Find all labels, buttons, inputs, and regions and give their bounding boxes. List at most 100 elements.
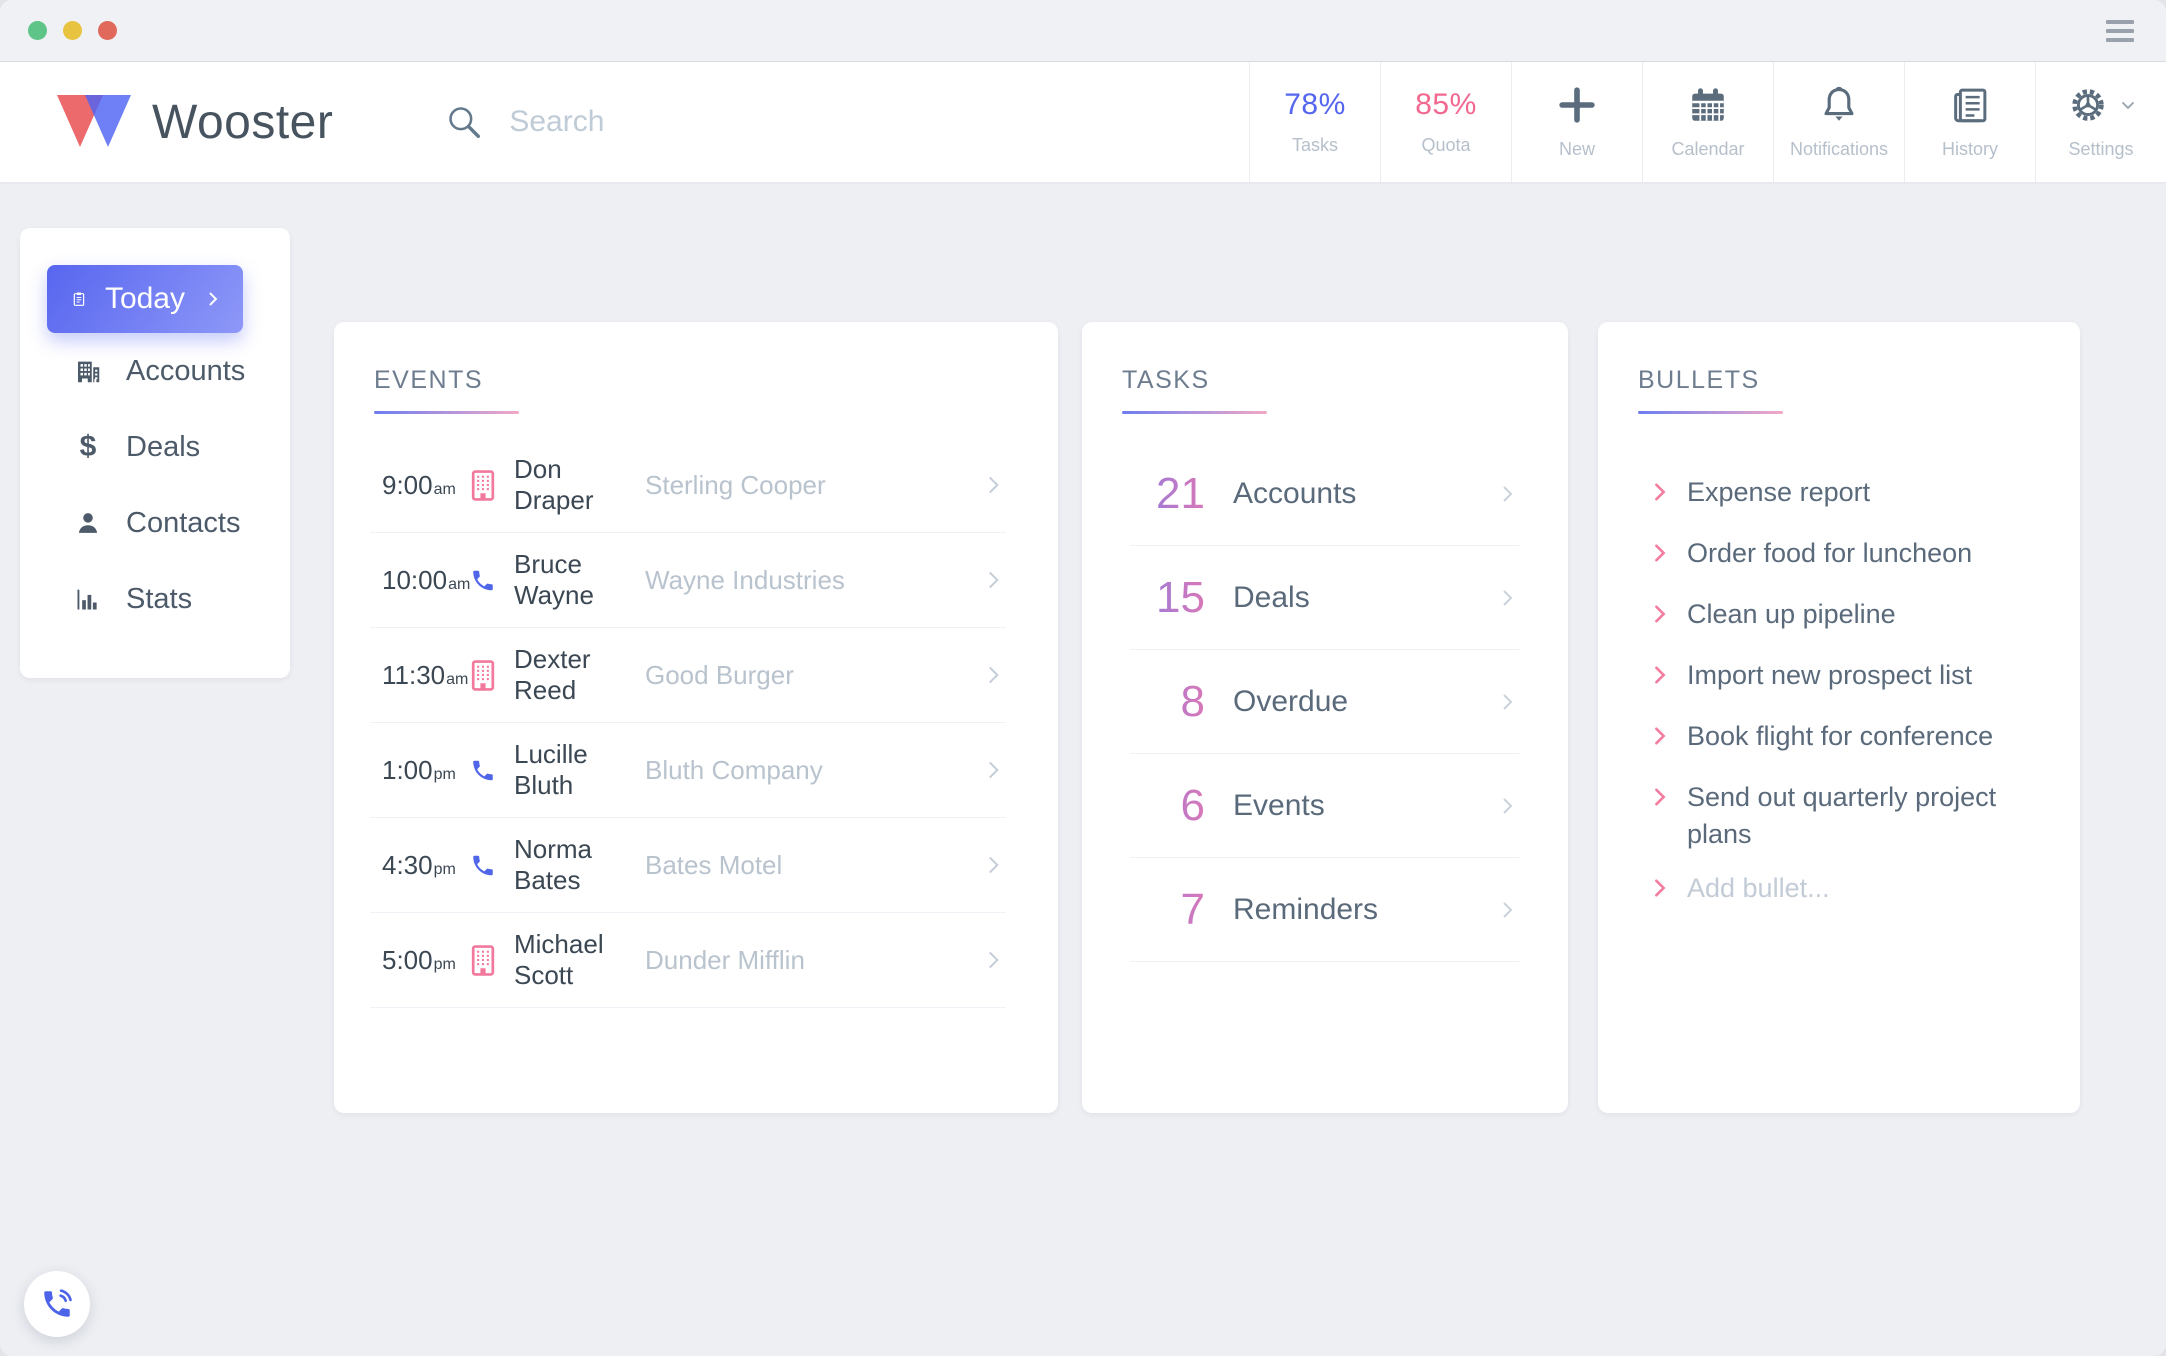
plus-icon: [1556, 84, 1598, 126]
sidebar-item-stats[interactable]: Stats: [20, 561, 290, 637]
event-row[interactable]: 1:00pm: [370, 723, 1006, 818]
task-row[interactable]: 8 Overdue: [1130, 650, 1519, 754]
calendar-button[interactable]: Calendar: [1642, 62, 1773, 182]
sidebar-item-label: Today: [104, 282, 185, 315]
sidebar-item-label: Contacts: [126, 506, 241, 539]
task-count: 15: [1130, 573, 1205, 623]
event-contact-name: Don Draper: [514, 454, 594, 515]
sidebar-item-label: Deals: [126, 430, 201, 463]
notifications-button[interactable]: Notifications: [1773, 62, 1904, 182]
event-row[interactable]: 9:00am: [370, 438, 1006, 533]
stat-tasks: 78% Tasks: [1249, 62, 1380, 182]
sidebar-item-accounts[interactable]: Accounts: [20, 333, 290, 409]
sidebar-item-label: Stats: [126, 582, 193, 615]
building-icon: [72, 356, 104, 386]
event-contact-name: Norma Bates: [514, 834, 593, 895]
chevron-right-icon[interactable]: [980, 567, 1006, 593]
event-row[interactable]: 4:30pm: [370, 818, 1006, 913]
search-input[interactable]: [509, 105, 940, 139]
bullet-chevron-icon: [1652, 663, 1668, 687]
building-icon: [470, 469, 496, 501]
bell-icon: [1818, 84, 1860, 126]
event-contact-name: Bruce Wayne: [514, 549, 594, 610]
chevron-right-icon[interactable]: [1495, 482, 1519, 506]
task-label: Overdue: [1233, 684, 1349, 718]
sidebar-item-contacts[interactable]: Contacts: [20, 485, 290, 561]
building-icon: [470, 944, 496, 976]
window-control-red[interactable]: [98, 21, 117, 40]
event-row[interactable]: 10:00am: [370, 533, 1006, 628]
chevron-right-icon[interactable]: [1495, 898, 1519, 922]
task-count: 6: [1130, 781, 1205, 831]
bullet-text: Order food for luncheon: [1687, 538, 1973, 568]
task-count: 8: [1130, 677, 1205, 727]
task-row[interactable]: 21 Accounts: [1130, 442, 1519, 546]
bullet-text: Import new prospect list: [1687, 660, 1973, 690]
gear-icon: [2065, 84, 2111, 126]
chevron-right-icon[interactable]: [980, 852, 1006, 878]
person-icon: [72, 509, 104, 537]
chevron-right-icon[interactable]: [980, 947, 1006, 973]
event-contact-name: Lucille Bluth: [514, 739, 588, 800]
events-title: EVENTS: [374, 366, 484, 394]
task-row[interactable]: 7 Reminders: [1130, 858, 1519, 962]
chevron-right-icon[interactable]: [1495, 690, 1519, 714]
chevron-right-icon[interactable]: [1495, 586, 1519, 610]
bullets-list: Expense report Order food for luncheon C…: [1638, 474, 2048, 914]
event-time: 1:00pm: [382, 754, 456, 785]
phone-icon: [470, 852, 496, 879]
bullet-text: Clean up pipeline: [1687, 599, 1896, 629]
task-label: Accounts: [1233, 476, 1357, 510]
calendar-icon: [1687, 84, 1729, 126]
header-cells: 78% Tasks 85% Quota New: [1249, 62, 2166, 182]
history-button[interactable]: History: [1904, 62, 2035, 182]
tasks-title: TASKS: [1122, 366, 1210, 394]
bullet-item[interactable]: Clean up pipeline: [1638, 596, 2048, 640]
task-row[interactable]: 15 Deals: [1130, 546, 1519, 650]
bar-chart-icon: [72, 585, 104, 613]
event-row[interactable]: 11:30am: [370, 628, 1006, 723]
bullet-chevron-icon: [1652, 724, 1668, 748]
chevron-right-icon[interactable]: [1495, 794, 1519, 818]
building-icon: [470, 659, 496, 691]
bullet-item[interactable]: Expense report: [1638, 474, 2048, 518]
bullet-item[interactable]: Book flight for conference: [1638, 718, 2048, 762]
events-underline: [374, 411, 519, 414]
task-label: Events: [1233, 788, 1325, 822]
search: [445, 62, 940, 182]
window-control-yellow[interactable]: [63, 21, 82, 40]
hamburger-menu-icon[interactable]: [2106, 19, 2134, 42]
new-button[interactable]: New: [1511, 62, 1642, 182]
bullet-text: Send out quarterly project plans: [1687, 782, 1997, 849]
events-list: 9:00am: [370, 438, 1006, 1008]
sidebar-item-deals[interactable]: $ Deals: [20, 409, 290, 485]
brand: Wooster: [0, 62, 333, 182]
call-fab-button[interactable]: [24, 1271, 90, 1337]
bullet-item[interactable]: Add bullet...: [1638, 870, 2048, 914]
bullet-chevron-icon: [1652, 480, 1668, 504]
event-row[interactable]: 5:00pm: [370, 913, 1006, 1008]
chevron-right-icon[interactable]: [980, 662, 1006, 688]
task-count: 7: [1130, 885, 1205, 935]
bullet-item[interactable]: Order food for luncheon: [1638, 535, 2048, 579]
bullet-item[interactable]: Import new prospect list: [1638, 657, 2048, 701]
wooster-logo-icon: [57, 95, 131, 147]
window-control-green[interactable]: [28, 21, 47, 40]
settings-button[interactable]: Settings: [2035, 62, 2166, 182]
chevron-right-icon[interactable]: [980, 757, 1006, 783]
phone-icon: [470, 567, 496, 594]
sidebar-item-today[interactable]: Today: [47, 265, 243, 333]
event-company: Good Burger: [645, 659, 794, 690]
chevron-right-icon[interactable]: [980, 472, 1006, 498]
chevron-down-icon: [2121, 102, 2134, 110]
phone-icon: [470, 757, 496, 784]
bullet-text: Expense report: [1687, 477, 1871, 507]
bullet-item[interactable]: Send out quarterly project plans: [1638, 779, 2048, 853]
sidebar-item-label: Accounts: [126, 354, 246, 387]
history-icon: [1949, 84, 1991, 126]
task-row[interactable]: 6 Events: [1130, 754, 1519, 858]
stat-quota: 85% Quota: [1380, 62, 1511, 182]
event-time: 11:30am: [382, 659, 469, 690]
event-time: 4:30pm: [382, 849, 456, 880]
